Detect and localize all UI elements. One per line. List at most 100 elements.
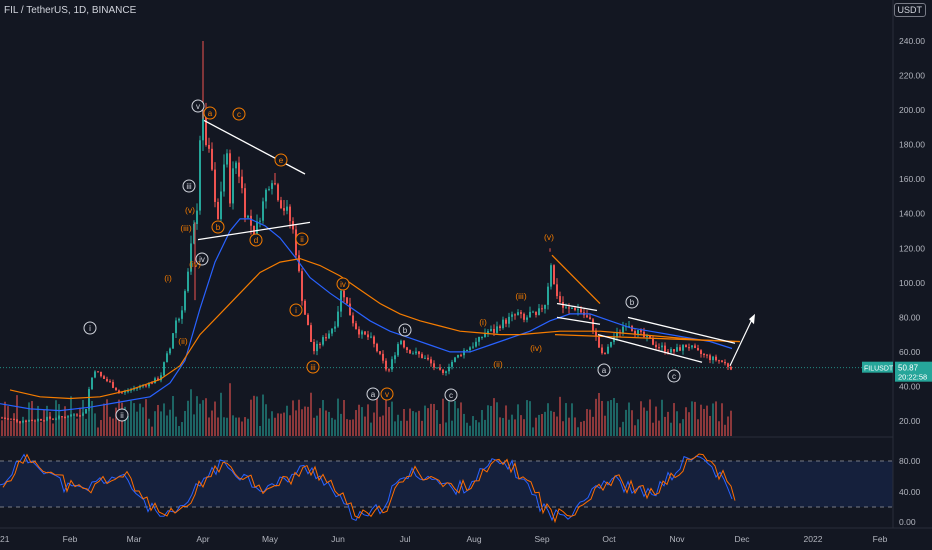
moving-averages xyxy=(0,218,893,412)
volume-bar xyxy=(226,417,228,436)
volume-bar xyxy=(133,403,135,436)
volume-bar xyxy=(298,399,300,436)
volume-bar xyxy=(289,415,291,436)
wave-label: iii xyxy=(310,363,316,372)
volume-bar xyxy=(190,389,192,436)
x-tick-label: Dec xyxy=(734,534,750,544)
candle-body xyxy=(610,341,612,347)
candle-body xyxy=(163,362,165,376)
candle-body xyxy=(127,390,129,392)
candle-body xyxy=(325,337,327,339)
candle-body xyxy=(268,188,270,190)
volume-bar xyxy=(166,415,168,436)
candle-body xyxy=(382,353,384,361)
candle-body xyxy=(22,421,24,423)
falling-line xyxy=(627,316,736,344)
currency-button[interactable]: USDT xyxy=(893,3,926,17)
volume-bar xyxy=(292,400,294,436)
candle-body xyxy=(358,329,360,335)
volume-bar xyxy=(373,412,375,436)
wave-label-circle xyxy=(398,323,412,337)
volume-bar xyxy=(664,416,666,436)
stoch-axis-label: 80.00 xyxy=(899,456,921,466)
candle-body xyxy=(715,356,717,361)
volume-bar xyxy=(529,401,531,436)
candle-body xyxy=(178,318,180,321)
volume-bar xyxy=(130,400,132,436)
volume-bar xyxy=(439,423,441,436)
volume-bar xyxy=(187,400,189,436)
candle-body xyxy=(490,328,492,332)
wave-label-circle xyxy=(274,153,288,167)
candle-body xyxy=(181,310,183,319)
volume-bar xyxy=(691,401,693,436)
volume-bar xyxy=(364,416,366,436)
candle-body xyxy=(223,164,225,192)
candle-body xyxy=(703,353,705,355)
volume-bar xyxy=(337,398,339,436)
wedge-line-2 xyxy=(556,316,601,325)
candle-body xyxy=(211,148,213,170)
volume-bar xyxy=(175,416,177,436)
volume-bar xyxy=(268,418,270,436)
candle-body xyxy=(721,360,723,362)
candle-body xyxy=(208,144,210,149)
candle-body xyxy=(664,345,666,352)
volume-bar xyxy=(22,416,24,436)
volume-bar xyxy=(250,399,252,436)
wave-label: a xyxy=(602,366,607,375)
candle-body xyxy=(73,414,75,416)
wave-label-circle xyxy=(115,408,129,422)
volume-bar xyxy=(97,427,99,436)
volume-bar xyxy=(217,417,219,436)
volume-bar xyxy=(577,427,579,436)
volume-bar xyxy=(322,400,324,436)
candle-body xyxy=(37,419,39,421)
wave-label: ii xyxy=(300,235,304,244)
volume-bar xyxy=(136,411,138,436)
volume-bar xyxy=(319,408,321,436)
volume-bar xyxy=(415,412,417,436)
volume-bar xyxy=(688,412,690,436)
candle-body xyxy=(202,110,204,141)
volume-bar xyxy=(550,410,552,436)
volume-bar xyxy=(394,421,396,436)
volume-bar xyxy=(370,422,372,436)
candle-body xyxy=(217,201,219,220)
candle-body xyxy=(565,307,567,309)
candle-body xyxy=(376,343,378,352)
x-tick-label: Feb xyxy=(63,534,78,544)
candle-body xyxy=(112,382,114,388)
volume-bar xyxy=(196,396,198,436)
volume-bar xyxy=(64,406,66,436)
volume-bar xyxy=(661,399,663,436)
volume-bar xyxy=(709,415,711,436)
volume-bar xyxy=(685,407,687,436)
volume-bars xyxy=(1,383,732,436)
candle-body xyxy=(640,330,642,332)
candle-body xyxy=(460,354,462,356)
y-tick-label: 160.00 xyxy=(899,174,925,184)
candle-body xyxy=(673,349,675,352)
price-tag-countdown: 20:22:58 xyxy=(898,373,927,382)
volume-bar xyxy=(79,407,81,436)
candle-body xyxy=(286,206,288,211)
volume-bar xyxy=(445,422,447,436)
candle-body xyxy=(457,354,459,358)
candle-body xyxy=(448,366,450,372)
candle-body xyxy=(205,110,207,145)
x-tick-label: Jun xyxy=(331,534,345,544)
volume-bar xyxy=(637,419,639,436)
candle-body xyxy=(517,312,519,316)
volume-bar xyxy=(493,398,495,436)
volume-bar xyxy=(280,413,282,436)
candle-body xyxy=(541,308,543,310)
volume-bar xyxy=(601,400,603,436)
volume-bar xyxy=(532,427,534,436)
volume-bar xyxy=(574,417,576,436)
y-tick-label: 20.00 xyxy=(899,416,921,426)
candle-body xyxy=(580,309,582,313)
candle-body xyxy=(7,418,9,420)
candle-body xyxy=(532,311,534,313)
